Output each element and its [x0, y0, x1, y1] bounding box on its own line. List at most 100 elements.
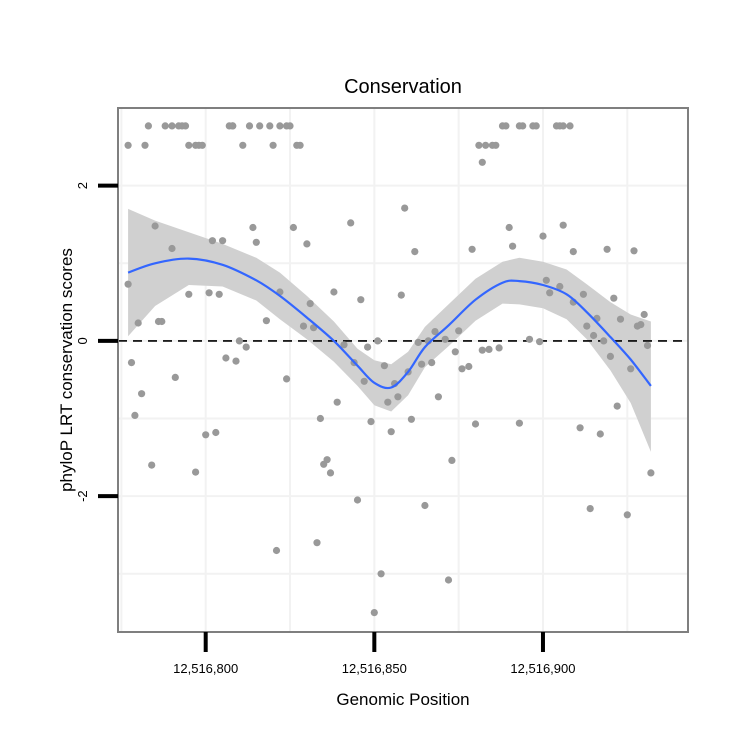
- data-point: [583, 322, 591, 330]
- data-point: [600, 337, 608, 345]
- data-point: [326, 469, 335, 477]
- data-point: [532, 122, 540, 130]
- data-point: [296, 141, 304, 149]
- confidence-band: [128, 208, 651, 452]
- y-tick-label: 0: [75, 337, 90, 344]
- data-point: [148, 461, 156, 469]
- data-point: [323, 456, 331, 464]
- data-point: [441, 335, 449, 343]
- data-point: [299, 322, 308, 330]
- data-point: [364, 343, 372, 351]
- data-point: [627, 365, 635, 373]
- data-point: [333, 398, 341, 406]
- data-point: [232, 357, 240, 365]
- data-point: [640, 310, 648, 319]
- data-point: [313, 539, 321, 547]
- smooth-trend-line: [127, 257, 652, 390]
- chart-title: Conservation: [344, 76, 462, 98]
- data-point: [623, 511, 631, 519]
- data-point: [239, 141, 247, 149]
- data-point: [171, 373, 179, 381]
- data-point: [586, 505, 594, 513]
- x-tick-label: 12,516,850: [342, 661, 407, 676]
- data-point: [431, 328, 439, 336]
- data-point: [434, 393, 442, 401]
- data-point: [596, 430, 604, 438]
- data-point: [495, 344, 503, 352]
- plot-frame: [117, 107, 689, 633]
- data-point: [559, 221, 567, 229]
- data-point: [306, 300, 314, 308]
- data-point: [330, 288, 338, 296]
- data-point: [185, 141, 193, 149]
- data-point: [262, 317, 270, 325]
- data-point: [515, 419, 524, 427]
- data-point: [590, 331, 598, 340]
- data-point: [138, 390, 146, 398]
- data-point: [576, 424, 584, 432]
- data-point: [272, 546, 281, 555]
- data-point: [637, 321, 645, 329]
- data-point: [360, 377, 368, 385]
- x-tick-label: 12,516,800: [173, 661, 238, 676]
- data-point: [411, 248, 419, 256]
- data-point: [448, 456, 456, 464]
- data-point: [185, 290, 193, 298]
- data-point: [168, 244, 176, 253]
- data-point: [347, 219, 355, 227]
- data-point: [616, 315, 625, 323]
- data-point: [215, 290, 223, 298]
- data-point: [340, 341, 348, 349]
- data-point: [316, 414, 324, 423]
- x-axis: 12,516,800 12,516,850 12,516,900: [173, 632, 576, 676]
- data-point: [276, 122, 284, 130]
- data-point: [401, 204, 409, 212]
- data-point: [384, 398, 392, 406]
- data-point: [613, 402, 621, 410]
- y-axis-title: phyloP LRT conservation scores: [57, 248, 76, 492]
- x-axis-title: Genomic Position: [336, 690, 469, 709]
- y-axis: -2 0 2: [75, 182, 118, 502]
- data-point: [451, 348, 459, 356]
- data-point: [579, 290, 588, 298]
- data-point: [559, 122, 567, 130]
- data-point: [245, 122, 254, 130]
- data-point: [168, 122, 176, 130]
- data-point: [630, 247, 638, 255]
- data-point: [249, 223, 257, 232]
- data-point: [283, 375, 291, 383]
- data-point: [134, 319, 142, 327]
- data-point: [256, 122, 264, 130]
- data-point: [485, 345, 493, 353]
- data-point: [208, 237, 216, 245]
- data-point: [370, 609, 378, 617]
- data-point: [151, 222, 159, 230]
- data-point: [222, 354, 230, 362]
- data-point: [482, 141, 490, 149]
- data-point: [643, 341, 652, 350]
- data-point: [647, 469, 655, 477]
- data-point: [428, 359, 436, 367]
- data-point: [242, 343, 250, 351]
- data-point: [502, 122, 510, 130]
- data-point: [357, 296, 365, 304]
- data-point: [158, 317, 166, 326]
- data-point: [286, 122, 294, 130]
- data-point: [505, 223, 513, 232]
- data-point: [444, 576, 453, 584]
- data-point: [421, 501, 429, 510]
- data-point: [289, 223, 297, 232]
- data-point: [212, 428, 220, 437]
- data-point: [458, 365, 466, 373]
- data-point: [455, 327, 463, 335]
- y-tick-label: -2: [75, 490, 90, 502]
- data-point: [471, 420, 480, 428]
- data-points: [124, 122, 655, 617]
- data-point: [229, 122, 237, 130]
- data-point: [478, 346, 486, 354]
- data-point: [367, 418, 375, 426]
- data-point: [606, 352, 615, 360]
- data-point: [525, 335, 534, 343]
- data-point: [542, 276, 550, 284]
- data-point: [141, 141, 149, 149]
